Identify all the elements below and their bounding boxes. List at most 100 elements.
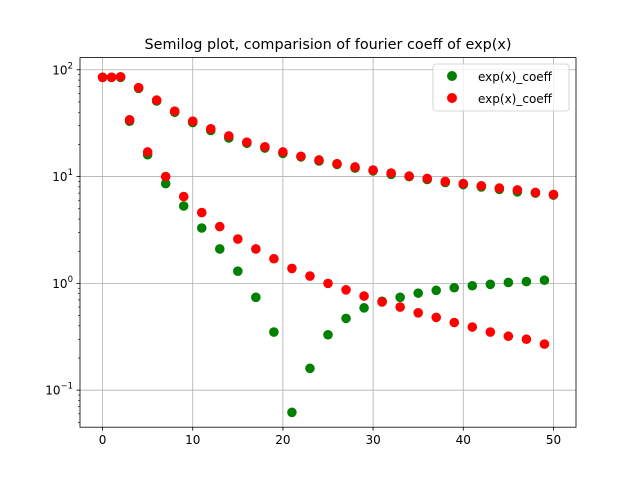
data-point-series-1 <box>323 329 333 340</box>
legend-label-series-2: exp(x)_coeff <box>478 92 553 106</box>
y-tick-label-base: 10 <box>52 277 67 291</box>
y-tick-label: 10−1 <box>45 382 73 398</box>
data-point-series-1 <box>214 244 225 254</box>
y-tick-label-base: 10 <box>45 384 60 398</box>
data-point-series-2 <box>440 176 451 187</box>
data-point-series-2 <box>142 147 153 157</box>
x-tick-label: 0 <box>99 433 107 447</box>
data-point-series-2 <box>530 187 541 198</box>
data-point-series-2 <box>539 339 550 349</box>
data-point-series-1 <box>467 280 478 291</box>
x-tick-label: 30 <box>365 433 380 447</box>
data-point-series-2 <box>233 234 243 244</box>
data-point-series-2 <box>314 155 324 165</box>
data-point-series-2 <box>115 71 126 82</box>
legend-box <box>432 63 570 112</box>
legend: exp(x)_coeff exp(x)_coeff <box>432 63 570 112</box>
data-point-series-2 <box>458 178 469 189</box>
data-point-series-2 <box>377 297 387 307</box>
data-point-series-2 <box>413 308 423 318</box>
data-point-series-2 <box>106 72 117 83</box>
data-point-series-2 <box>251 244 261 254</box>
y-tick-label-exponent: 0 <box>68 275 73 285</box>
data-point-series-2 <box>359 291 369 301</box>
x-tick-label: 20 <box>275 433 290 447</box>
data-point-series-1 <box>178 201 189 211</box>
data-point-series-2 <box>449 317 460 328</box>
data-point-series-2 <box>296 151 306 162</box>
x-tick-label: 50 <box>546 433 561 447</box>
data-point-series-2 <box>124 115 135 125</box>
data-point-series-2 <box>196 207 207 218</box>
data-point-series-1 <box>431 285 442 296</box>
data-point-series-1 <box>503 277 514 288</box>
data-point-series-2 <box>404 171 414 181</box>
data-point-series-2 <box>503 331 514 342</box>
data-point-series-2 <box>133 82 144 93</box>
x-tick-label: 10 <box>185 433 200 447</box>
scatter-points <box>97 71 559 418</box>
y-tick-label-exponent: 1 <box>68 168 73 178</box>
legend-marker-series-1 <box>447 71 457 81</box>
data-point-series-2 <box>494 183 505 193</box>
data-point-series-2 <box>214 221 225 232</box>
y-tick-label: 102 <box>52 61 73 77</box>
data-point-series-2 <box>305 271 315 281</box>
data-point-series-2 <box>169 106 180 116</box>
data-point-series-2 <box>224 131 234 141</box>
data-point-series-2 <box>395 302 405 312</box>
data-point-series-2 <box>386 168 396 178</box>
data-point-series-2 <box>160 171 171 182</box>
data-point-series-2 <box>323 278 333 289</box>
legend-marker-series-2 <box>447 93 457 103</box>
data-point-series-2 <box>422 173 433 184</box>
data-point-series-2 <box>476 180 487 191</box>
x-tick-label: 40 <box>456 433 471 447</box>
data-point-series-1 <box>449 282 460 293</box>
data-point-series-2 <box>332 158 342 169</box>
data-point-series-2 <box>205 124 216 134</box>
data-point-series-1 <box>413 288 423 298</box>
data-point-series-2 <box>187 116 198 126</box>
data-point-series-2 <box>178 191 189 202</box>
y-tick-label: 100 <box>52 275 73 291</box>
data-point-series-1 <box>233 266 243 277</box>
data-point-series-2 <box>485 327 496 337</box>
data-point-series-2 <box>242 137 252 147</box>
y-tick-label-exponent: −1 <box>60 382 73 392</box>
data-point-series-1 <box>521 276 532 287</box>
data-point-series-1 <box>269 327 279 337</box>
data-point-series-2 <box>341 285 351 295</box>
data-point-series-1 <box>287 407 297 418</box>
y-tick-label-base: 10 <box>52 63 67 77</box>
data-point-series-1 <box>485 279 496 290</box>
data-point-series-2 <box>368 165 378 175</box>
data-point-series-2 <box>512 185 523 195</box>
data-point-series-1 <box>160 178 171 189</box>
data-point-series-1 <box>341 313 351 324</box>
data-point-series-2 <box>350 162 360 172</box>
data-point-series-2 <box>260 142 270 152</box>
data-point-series-1 <box>395 292 405 303</box>
y-tick-label: 101 <box>52 168 73 184</box>
data-point-series-2 <box>269 253 279 264</box>
y-tick-label-exponent: 2 <box>68 61 73 71</box>
plot-area-frame <box>79 57 577 428</box>
legend-label-series-1: exp(x)_coeff <box>478 70 553 84</box>
data-point-series-1 <box>359 303 369 313</box>
data-point-series-2 <box>287 263 297 274</box>
data-point-series-2 <box>467 322 478 332</box>
data-point-series-2 <box>151 95 162 105</box>
data-point-series-1 <box>305 363 315 374</box>
data-point-series-1 <box>251 292 261 303</box>
data-point-series-2 <box>278 147 288 157</box>
chart-title: Semilog plot, comparision of fourier coe… <box>144 37 511 53</box>
data-point-series-1 <box>196 223 207 233</box>
y-tick-label-base: 10 <box>52 170 67 184</box>
data-point-series-2 <box>548 189 559 200</box>
data-point-series-1 <box>539 275 550 286</box>
data-point-series-2 <box>521 334 532 345</box>
data-point-series-2 <box>431 312 442 323</box>
